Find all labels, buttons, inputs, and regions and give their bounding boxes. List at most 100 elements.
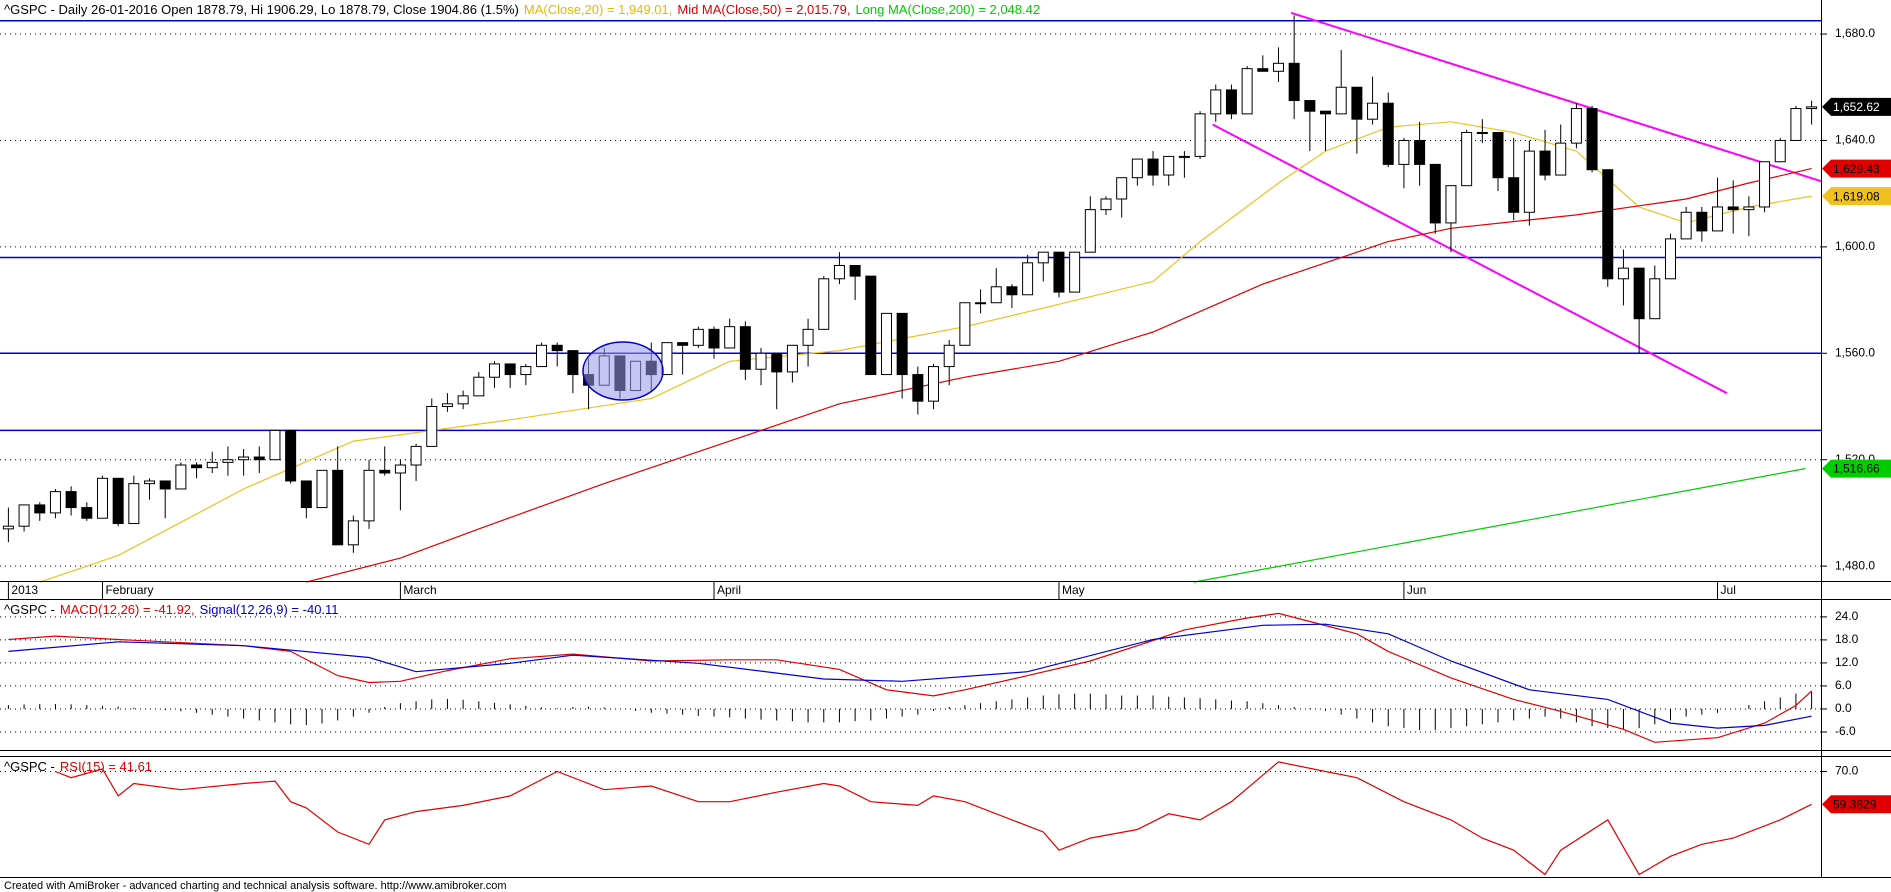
candle-body [865,275,877,376]
candle-body [473,376,485,397]
candle-body [1006,286,1018,296]
candle-body [661,342,673,376]
candle-body [1461,131,1473,187]
candle-body [1320,110,1332,115]
candle-body [159,480,171,490]
price-tag [1822,795,1891,814]
candle-body [65,491,77,509]
price-tag-label: 1,516.66 [1833,462,1880,476]
indicator-line [8,612,1813,743]
candle-body [1257,68,1269,72]
candle-body [849,264,861,277]
y-tick-label: 6.0 [1835,678,1852,692]
candle-body [394,464,406,474]
x-tick-label: 2013 [11,583,38,597]
candle-body [724,326,736,349]
price-tag [1822,187,1891,206]
candle-body [457,395,469,405]
candle-body [1759,161,1771,208]
candle-body [896,312,908,376]
candle-body [802,328,814,346]
candle-body [880,312,892,376]
highlight-ellipse [582,341,664,401]
x-tick-label: Jun [1407,583,1426,597]
candle-body [363,469,375,522]
candle-body [1178,155,1190,158]
candle-body [488,363,500,378]
header-part: RSI(15) = 41.61 [60,759,152,774]
x-tick-label: March [403,583,436,597]
candle-body [504,363,516,376]
candle-body [1492,131,1504,179]
pane-header: ^GSPC - Daily 26-01-2016 Open 1878.79, H… [4,2,1040,17]
candle-body [1398,139,1410,165]
price-tag [1822,97,1891,116]
candle-body [1680,211,1692,240]
candle-body [2,525,14,530]
candle-body [975,302,987,305]
x-tick-label: May [1062,583,1085,597]
y-tick-label: 12.0 [1835,655,1859,669]
header-part: ^GSPC - [4,602,55,617]
candle-body [1806,106,1818,110]
candle-body [1445,185,1457,224]
candle-body [1382,102,1394,165]
candle-body [269,429,281,461]
candle-body [1100,198,1112,211]
candle-body [206,461,218,469]
candle-body [1210,89,1222,115]
candle-body [191,464,203,469]
candle-body [1774,139,1786,163]
candle-body [112,477,124,525]
y-tick-label: 24.0 [1835,609,1859,623]
candle-body [1335,86,1347,115]
candle-body [1163,155,1175,176]
y-tick-label: 1,640.0 [1835,133,1875,147]
header-part: ^GSPC - Daily 26-01-2016 Open 1878.79, H… [4,2,519,17]
candle-body [1069,251,1081,293]
x-tick-label: February [105,583,153,597]
candle-body [1037,251,1049,264]
candle-body [175,464,187,490]
x-tick-label: April [717,583,741,597]
candle-body [1351,86,1363,120]
candle-body [536,344,548,368]
header-part: Mid MA(Close,50) = 2,015.79, [677,2,850,17]
candle-body [426,405,438,447]
price-tag-label: 1,619.08 [1833,189,1880,203]
candle-body [520,366,532,376]
candle-body [238,456,250,461]
candle-body [677,342,689,346]
candle-body [928,366,940,402]
price-tag-label: 1,652.62 [1833,100,1880,114]
candle-body [1272,62,1284,72]
y-tick-label: 1,680.0 [1835,26,1875,40]
candle-body [1649,278,1661,320]
y-tick-label: 1,600.0 [1835,239,1875,253]
price-tag-label: 59.3829 [1833,797,1877,811]
y-tick-label: 1,480.0 [1835,558,1875,572]
header-part: Signal(12,26,9) = -40.11 [200,602,339,617]
candle-body [1539,150,1551,176]
candle-body [1743,206,1755,211]
candle-body [1712,206,1724,232]
candle-body [128,483,140,525]
candle-body [567,350,579,376]
y-tick-label: 0.0 [1835,701,1852,715]
price-tag [1822,459,1891,478]
candle-body [959,302,971,346]
candle-body [332,469,344,546]
price-tag [1822,159,1891,178]
candle-body [1429,163,1441,224]
candle-body [1304,100,1316,112]
footer: Created with AmiBroker - advanced charti… [4,880,507,892]
candle-body [1664,238,1676,280]
candle-body [379,469,391,474]
candle-body [1696,211,1708,232]
candle-body [1084,209,1096,253]
candle-body [833,264,845,280]
candle-body [1147,158,1159,176]
candle-body [1617,267,1629,280]
candle-body [786,344,798,373]
